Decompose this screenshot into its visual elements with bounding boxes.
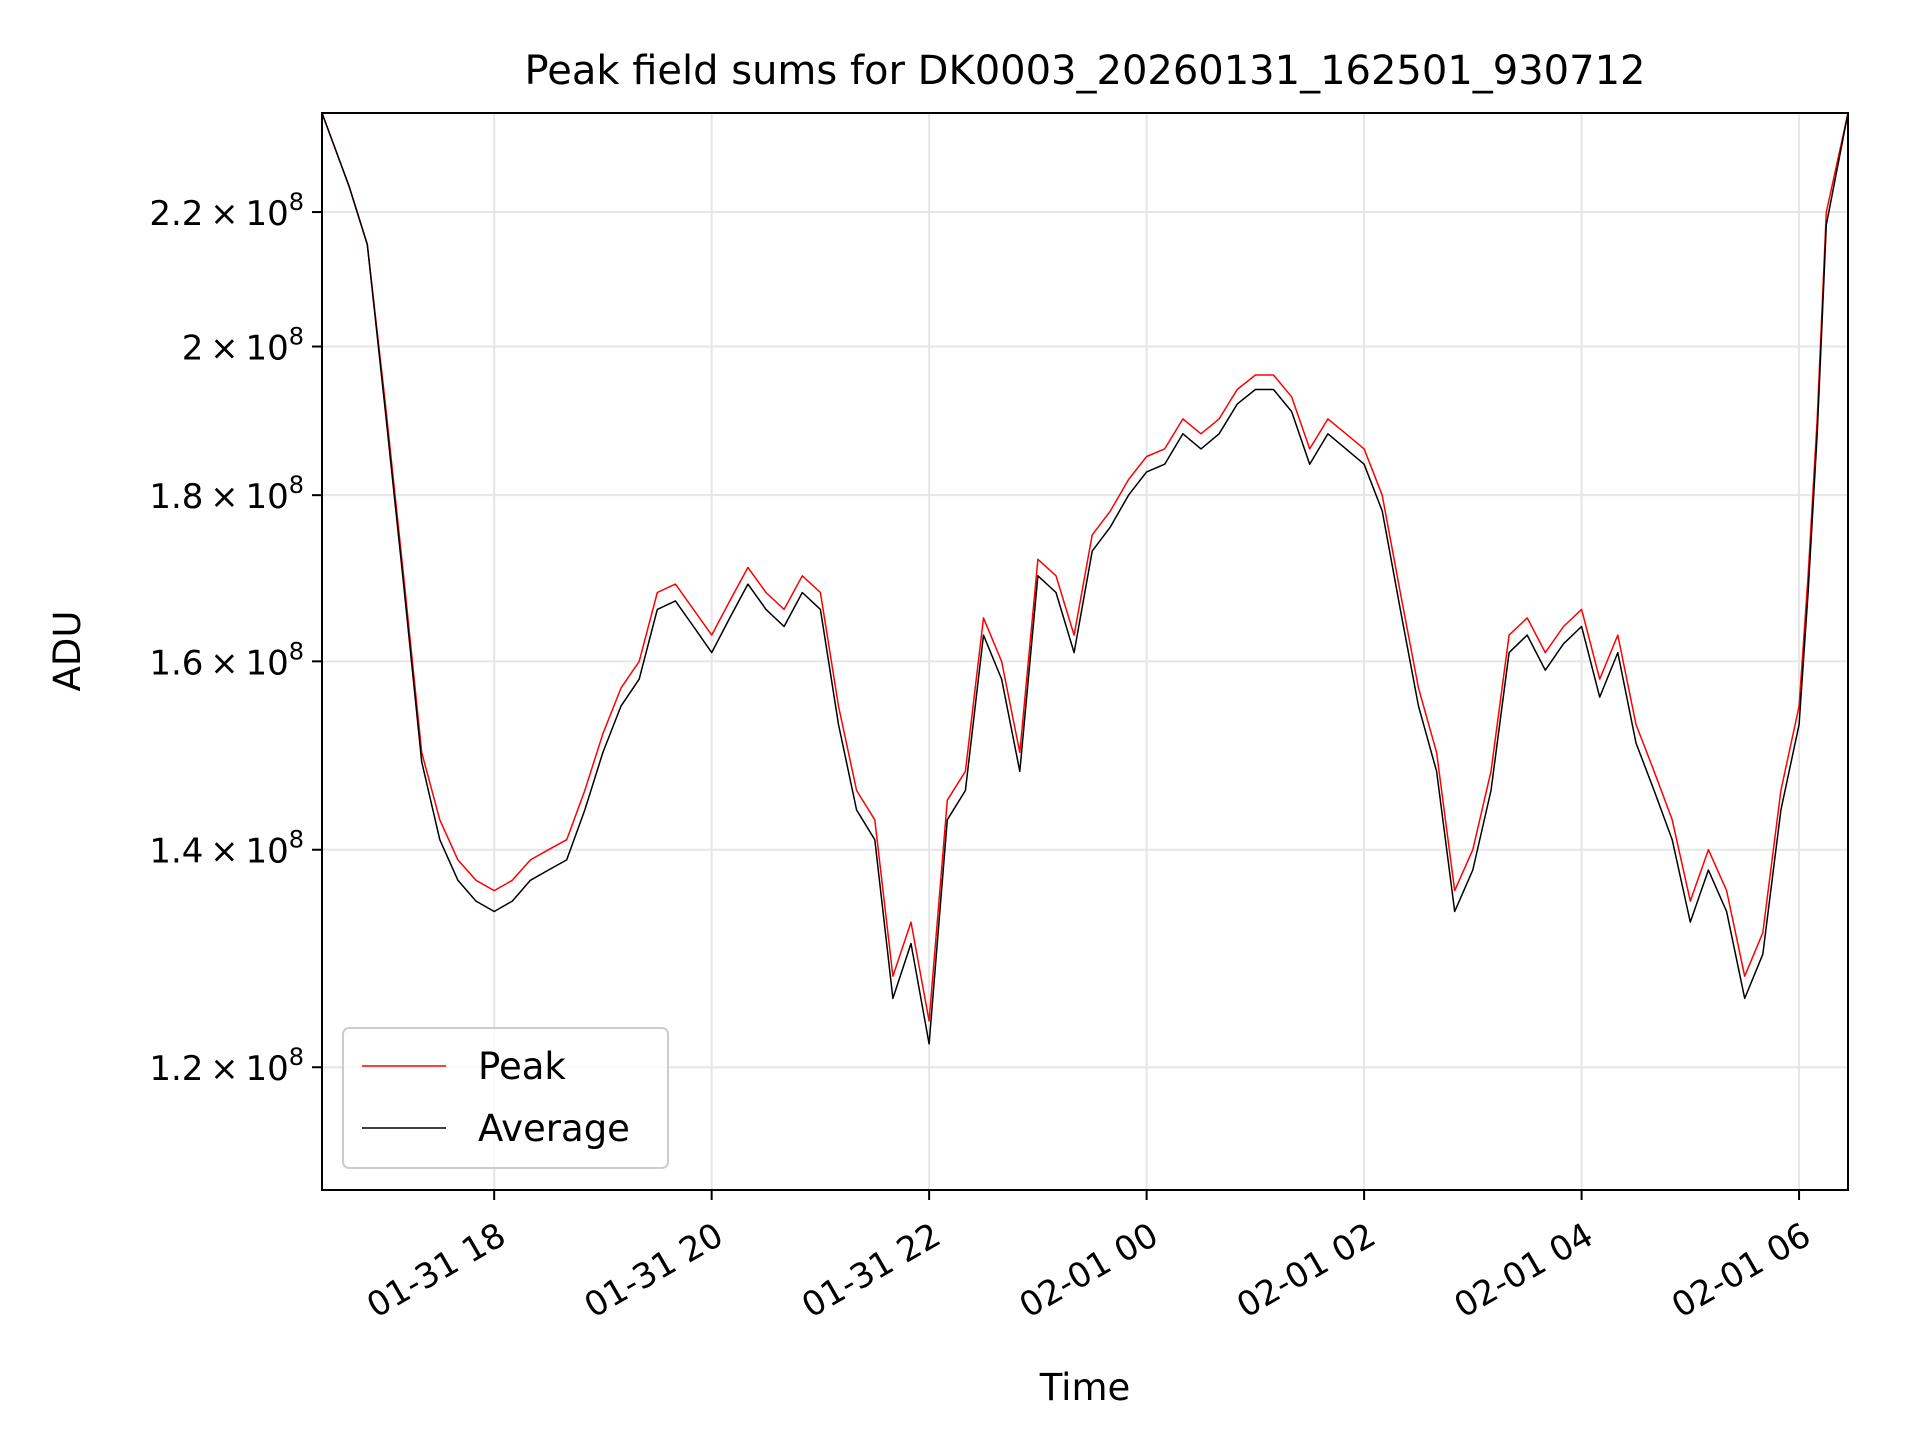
x-tick-label: 01-31 20 bbox=[578, 1215, 730, 1326]
legend-peak-label: Peak bbox=[478, 1045, 566, 1088]
x-axis-label: Time bbox=[1039, 1366, 1131, 1409]
x-tick-label: 02-01 02 bbox=[1230, 1215, 1382, 1326]
x-axis-ticks: 01-31 18 01-31 20 01-31 22 02-01 00 02-01 02… bbox=[360, 1190, 1818, 1326]
plot-area-frame bbox=[321, 112, 1849, 1191]
legend: Peak Average bbox=[342, 1027, 669, 1169]
y-tick-label: 1.4 × 108 bbox=[149, 826, 304, 872]
grid bbox=[322, 113, 1848, 1190]
chart-title: Peak field sums for DK0003_20260131_1625… bbox=[525, 48, 1646, 94]
x-tick-label: 02-01 00 bbox=[1013, 1215, 1165, 1326]
x-tick-label: 02-01 06 bbox=[1665, 1215, 1817, 1326]
series-lines bbox=[322, 113, 1848, 1045]
series-line-average bbox=[322, 113, 1848, 1045]
x-tick-label: 01-31 18 bbox=[360, 1215, 512, 1326]
x-tick-label: 02-01 04 bbox=[1448, 1215, 1600, 1326]
y-tick-label: 1.2 × 108 bbox=[149, 1043, 304, 1089]
legend-average-label: Average bbox=[478, 1107, 630, 1150]
y-axis-label: ADU bbox=[46, 611, 89, 692]
legend-box bbox=[342, 1027, 669, 1169]
y-axis-ticks: 1.2 × 108 1.4 × 108 1.6 × 108 1.8 × 108 2 × … bbox=[149, 188, 322, 1089]
y-tick-label: 2.2 × 108 bbox=[149, 188, 304, 234]
y-tick-label: 1.8 × 108 bbox=[149, 471, 304, 517]
y-tick-label: 2 × 108 bbox=[182, 323, 304, 369]
x-tick-label: 01-31 22 bbox=[795, 1215, 947, 1326]
series-line-peak bbox=[322, 113, 1848, 1022]
y-tick-label: 1.6 × 108 bbox=[149, 637, 304, 683]
